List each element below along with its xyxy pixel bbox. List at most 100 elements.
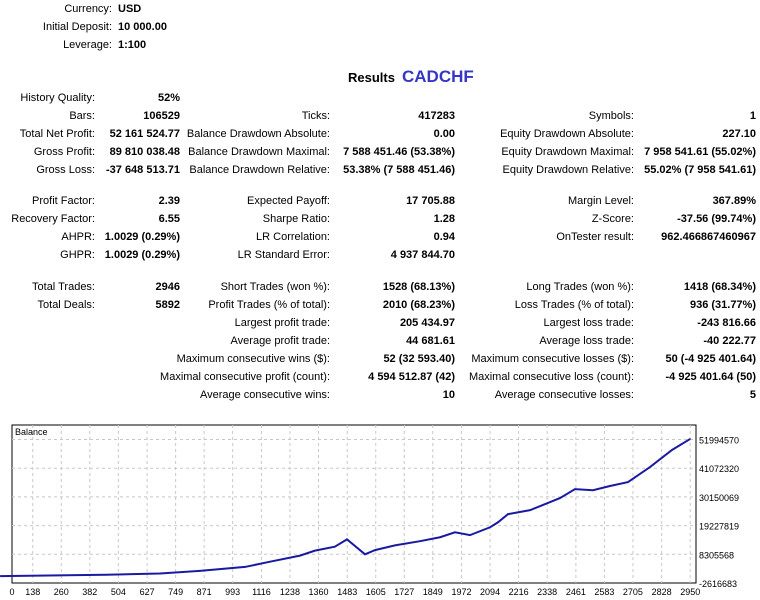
balance-point: [104, 574, 107, 576]
balance-point: [334, 545, 336, 548]
balance-point: [507, 513, 509, 515]
x-tick-label: 871: [197, 587, 212, 597]
stat-value: 10: [442, 389, 455, 401]
stat-value: 2.39: [158, 195, 180, 207]
stat-value: 367.89%: [712, 195, 756, 207]
stat-value: 4 937 844.70: [390, 249, 455, 261]
stat-value: 52 161 524.77: [109, 128, 180, 140]
y-tick-label: -2616683: [699, 579, 737, 589]
stat-value: -4 925 401.64 (50): [665, 371, 756, 383]
stat-value: -243 816.66: [697, 317, 756, 329]
stat-label: Symbols:: [588, 110, 634, 122]
stat-value: 205 434.97: [399, 317, 455, 329]
x-tick-label: 0: [9, 587, 14, 597]
balance-point: [671, 449, 673, 451]
stat-value: 52%: [157, 92, 180, 104]
stat-label: Balance Drawdown Maximal:: [188, 146, 330, 158]
balance-point: [394, 544, 396, 547]
stat-value: 89 810 038.48: [109, 146, 180, 158]
x-tick-label: 1116: [252, 587, 271, 597]
stat-label: Average consecutive losses:: [494, 389, 634, 401]
stat-label: Maximal consecutive loss (count):: [468, 371, 634, 383]
stat-label: Balance Drawdown Absolute:: [186, 128, 330, 140]
x-tick-label: 138: [25, 587, 40, 597]
x-tick-label: 993: [225, 587, 240, 597]
x-tick-label: 2828: [652, 587, 672, 597]
x-tick-label: 1972: [452, 587, 472, 597]
stat-label: Short Trades (won %):: [220, 281, 330, 293]
stat-label: Maximal consecutive profit (count):: [160, 371, 330, 383]
x-tick-label: 2583: [594, 587, 614, 597]
x-tick-label: 2705: [623, 587, 643, 597]
stat-value: 7 588 451.46 (53.38%): [343, 146, 455, 158]
stat-value: -37 648 513.71: [105, 164, 180, 176]
x-tick-label: 1727: [394, 587, 414, 597]
stat-value: 0.00: [433, 128, 455, 140]
balance-point: [489, 526, 491, 529]
stat-label: Long Trades (won %):: [526, 281, 634, 293]
stat-value: 1.0029 (0.29%): [104, 231, 180, 243]
balance-point: [454, 531, 456, 534]
stat-value: 5: [749, 389, 756, 401]
stat-value: 417283: [418, 110, 455, 122]
balance-point: [469, 534, 471, 536]
stat-label: Z-Score:: [591, 213, 634, 225]
balance-point: [244, 566, 246, 568]
y-tick-label: 51994570: [699, 436, 739, 446]
stat-label: Profit Trades (% of total):: [208, 299, 330, 311]
stat-value: -40 222.77: [703, 335, 756, 347]
x-tick-label: 382: [82, 587, 97, 597]
stat-label: Sharpe Ratio:: [262, 213, 330, 225]
stat-label: OnTester result:: [556, 231, 634, 243]
stat-value: 1: [749, 110, 756, 122]
balance-point: [269, 560, 271, 563]
stat-value: 7 958 541.61 (55.02%): [644, 146, 756, 158]
stat-label: Equity Drawdown Absolute:: [500, 128, 634, 140]
balance-point: [609, 485, 611, 487]
setting-label: Initial Deposit:: [42, 21, 112, 33]
balance-point: [439, 536, 441, 539]
stat-label: Total Net Profit:: [19, 128, 95, 140]
setting-value: USD: [118, 3, 142, 15]
x-tick-label: 260: [54, 587, 69, 597]
setting-value: 1:100: [118, 39, 147, 51]
stat-label: Largest profit trade:: [234, 317, 330, 329]
y-tick-label: 30150069: [699, 493, 739, 503]
stat-label: Gross Profit:: [33, 146, 95, 158]
stat-label: Margin Level:: [567, 195, 634, 207]
stat-value: 4 594 512.87 (42): [368, 371, 455, 383]
stat-label: Average consecutive wins:: [199, 389, 330, 401]
balance-point: [689, 438, 691, 440]
stat-value: 2946: [155, 281, 180, 293]
balance-point: [574, 488, 576, 490]
x-tick-label: 749: [168, 587, 183, 597]
x-tick-label: 2338: [537, 587, 557, 597]
balance-point: [199, 570, 201, 572]
setting-label: Leverage:: [63, 39, 112, 51]
balance-point: [299, 554, 301, 557]
stat-label: Loss Trades (% of total):: [514, 299, 634, 311]
x-tick-label: 1483: [337, 587, 357, 597]
x-tick-label: 2461: [566, 587, 586, 597]
balance-point: [419, 540, 421, 542]
balance-point: [627, 481, 629, 483]
setting-label: Currency:: [64, 3, 112, 15]
stat-value: 962.466867460967: [661, 231, 756, 243]
balance-point: [374, 549, 376, 551]
stat-value: 106529: [143, 110, 180, 122]
balance-point: [497, 521, 499, 524]
stat-label: Equity Drawdown Maximal:: [501, 146, 634, 158]
balance-point: [529, 509, 531, 511]
stat-value: 52 (32 593.40): [383, 353, 455, 365]
stat-label: LR Correlation:: [256, 231, 330, 243]
x-tick-label: 1605: [366, 587, 386, 597]
plot-frame: [11, 424, 697, 584]
stat-label: Ticks:: [301, 110, 330, 122]
stat-value: 50 (-4 925 401.64): [665, 353, 756, 365]
stat-value: 1.0029 (0.29%): [104, 249, 180, 261]
balance-point: [592, 489, 594, 491]
stat-label: AHPR:: [61, 231, 95, 243]
x-tick-label: 1360: [308, 587, 328, 597]
x-tick-label: 2094: [480, 587, 500, 597]
